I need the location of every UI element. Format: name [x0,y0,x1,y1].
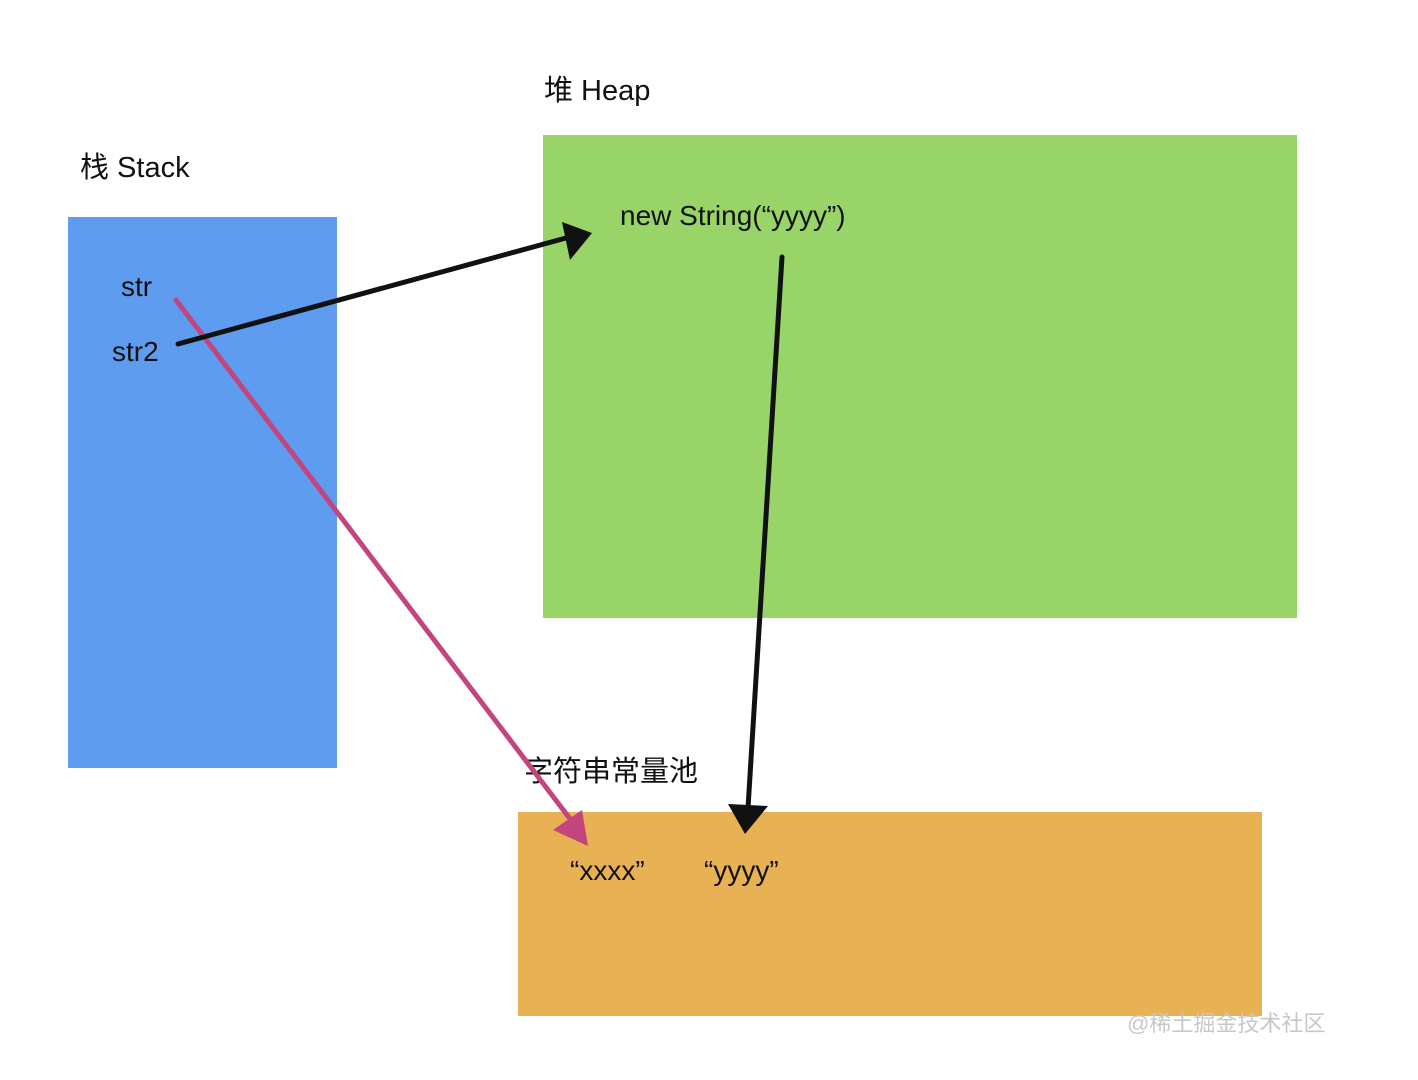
heap-string-object: new String(“yyyy”) [620,200,846,231]
stack-variable-str: str [121,271,153,302]
pool-entry-xxxx: “xxxx” [570,855,645,886]
heap-region [543,135,1297,618]
heap-title: 堆 Heap [544,75,651,107]
string-pool-region [518,812,1262,1016]
stack-variable-str2: str2 [112,336,159,367]
stack-title: 栈 Stack [80,152,190,184]
string-pool-title: 字符串常量池 [524,756,699,788]
stack-region [68,217,337,768]
watermark: @稀土掘金技术社区 [1127,1011,1326,1036]
pool-entry-yyyy: “yyyy” [704,855,779,886]
